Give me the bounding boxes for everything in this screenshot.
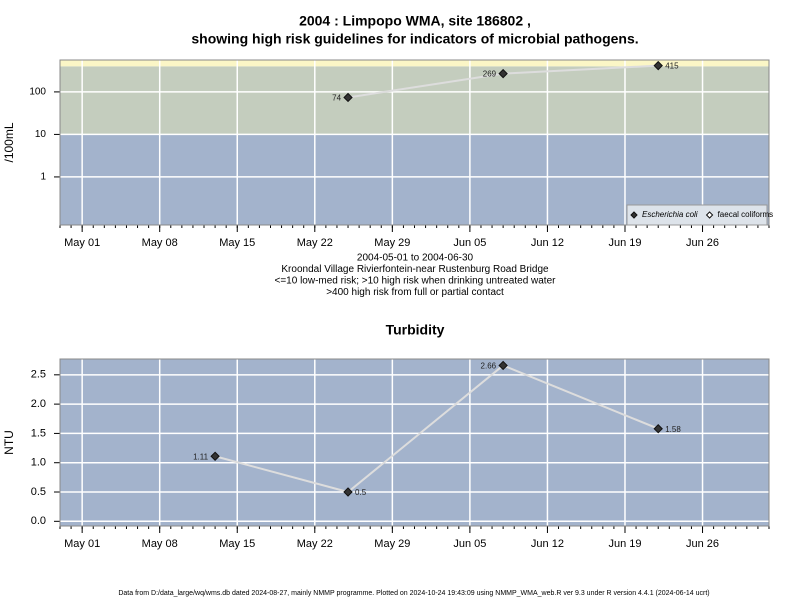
note: >400 high risk from full or partial cont…: [326, 287, 504, 298]
y-tick-label: 1.5: [31, 427, 46, 439]
plot-frame: [59, 59, 770, 226]
x-tick-label: May 22: [297, 237, 333, 249]
x-tick-label: May 01: [64, 538, 100, 550]
y-tick-label: 100: [29, 87, 46, 98]
x-tick-label: Jun 05: [453, 237, 486, 249]
data-label: 1.58: [665, 425, 681, 434]
data-point: [498, 360, 508, 371]
data-point: [498, 68, 508, 79]
legend-box: [626, 204, 768, 226]
legend-marker: [705, 211, 714, 219]
legend-label: Escherichia coli: [642, 210, 698, 219]
chart-title: 2004 : Limpopo WMA, site 186802 ,: [299, 13, 531, 29]
x-tick-label: Jun 12: [531, 538, 564, 550]
x-tick-label: May 22: [297, 538, 333, 550]
risk-band: [60, 60, 769, 67]
risk-band: [60, 66, 769, 135]
y-tick-label: 1.0: [31, 457, 46, 469]
note: <=10 low-med risk; >10 high risk when dr…: [275, 276, 557, 287]
y-tick-label: 1: [40, 172, 46, 183]
y-tick-label: 0.0: [31, 515, 46, 527]
legend-label: faecal coliforms: [718, 210, 774, 219]
data-point: [653, 60, 663, 71]
data-label: 269: [483, 70, 497, 79]
x-tick-label: Jun 26: [686, 538, 719, 550]
data-point: [343, 92, 353, 103]
x-tick-label: May 15: [219, 237, 255, 249]
y-tick-label: 0.5: [31, 486, 46, 498]
plot-frame: [59, 358, 770, 527]
legend: Escherichia coli faecal coliforms: [626, 204, 774, 226]
x-tick-label: Jun 19: [608, 237, 641, 249]
x-tick-label: Jun 26: [686, 237, 719, 249]
chart-title: showing high risk guidelines for indicat…: [191, 31, 638, 47]
x-tick-label: Jun 05: [453, 538, 486, 550]
data-point: [343, 487, 353, 497]
x-tick-label: May 15: [219, 538, 255, 550]
y-axis-label: /100mL: [2, 122, 16, 162]
y-tick-label: 2.0: [31, 398, 46, 410]
chart-title: Turbidity: [386, 322, 445, 338]
data-point: [210, 451, 220, 461]
data-label: 2.66: [481, 362, 497, 371]
data-label: 1.11: [193, 452, 209, 461]
plot-background: [60, 359, 769, 526]
x-tick-label: Jun 12: [531, 237, 564, 249]
y-tick-label: 10: [35, 129, 47, 140]
data-label: 415: [665, 62, 679, 71]
x-tick-label: May 29: [374, 538, 410, 550]
data-label: 0.5: [355, 488, 367, 497]
footer: Data from D:/data_large/wq/wms.db dated …: [118, 590, 709, 597]
data-point: [653, 424, 663, 434]
legend-marker: [630, 211, 638, 219]
y-axis-label: NTU: [2, 430, 16, 455]
x-tick-label: May 08: [142, 237, 178, 249]
x-tick-label: Jun 19: [608, 538, 641, 550]
x-tick-label: May 29: [374, 237, 410, 249]
series-line: [214, 364, 659, 494]
y-tick-label: 2.5: [31, 369, 46, 381]
note: Kroondal Village Rivierfontein-near Rust…: [281, 264, 549, 275]
data-label: 74: [332, 94, 341, 103]
note: 2004-05-01 to 2004-06-30: [357, 253, 474, 264]
x-tick-label: May 08: [142, 538, 178, 550]
x-tick-label: May 01: [64, 237, 100, 249]
